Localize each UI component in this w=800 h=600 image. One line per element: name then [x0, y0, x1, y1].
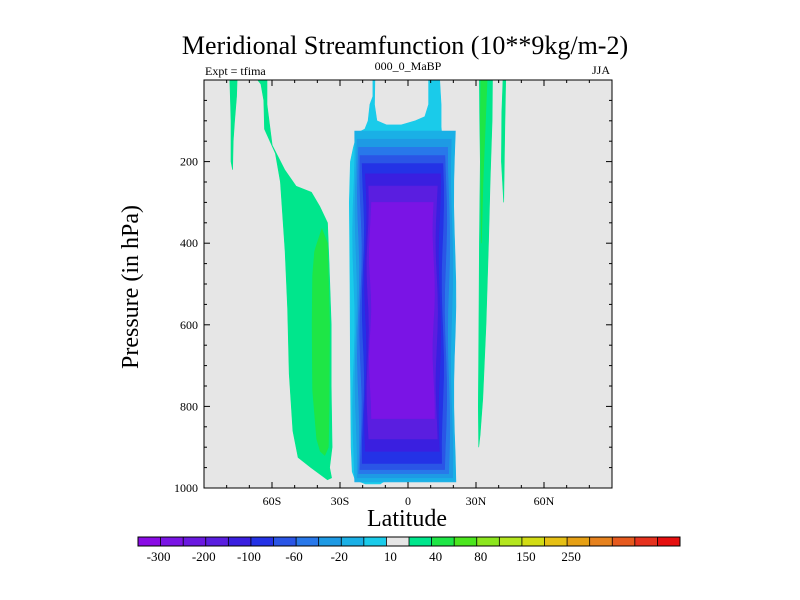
- colorbar-swatch: [589, 537, 613, 546]
- x-tick-label: 30S: [331, 494, 350, 508]
- x-axis-label: Latitude: [367, 506, 447, 532]
- colorbar-swatch: [454, 537, 478, 546]
- y-tick-label: 400: [180, 236, 198, 250]
- colorbar: -300 -200 -100 -60 -20 10 40 80 150 250: [137, 536, 681, 564]
- y-tick-label: 200: [180, 155, 198, 169]
- colorbar-label: -200: [192, 549, 216, 564]
- colorbar-label: -60: [285, 549, 302, 564]
- chart-title: Meridional Streamfunction (10**9kg/m-2): [182, 31, 628, 60]
- colorbar-swatch: [634, 537, 658, 546]
- colorbar-label: -300: [147, 549, 171, 564]
- x-tick-label: 30N: [466, 494, 487, 508]
- x-tick-label: 60S: [263, 494, 282, 508]
- y-tick-label: 600: [180, 318, 198, 332]
- y-axis-label: Pressure (in hPa): [118, 205, 144, 369]
- y-tick-label: 800: [180, 399, 198, 413]
- colorbar-swatch: [205, 537, 229, 546]
- colorbar-swatch: [386, 537, 410, 546]
- colorbar-swatch: [183, 537, 207, 546]
- colorbar-label: 80: [474, 549, 487, 564]
- colorbar-label: 40: [429, 549, 442, 564]
- colorbar-swatch: [476, 537, 500, 546]
- colorbar-swatch: [612, 537, 636, 546]
- y-axis: 200 400 600 800 1000: [174, 79, 612, 495]
- colorbar-swatch: [138, 537, 161, 546]
- y-tick-label: 1000: [174, 481, 198, 495]
- colorbar-swatch: [273, 537, 297, 546]
- colorbar-label: -100: [237, 549, 261, 564]
- contour-hadley-level--250: [368, 202, 435, 419]
- subtitle-center: 000_0_MaBP: [375, 59, 442, 73]
- colorbar-swatch: [544, 537, 568, 546]
- subtitle-right: JJA: [592, 63, 610, 77]
- contour-inner-midlat-cell: [311, 228, 330, 456]
- colorbar-swatch: [250, 537, 274, 546]
- colorbar-swatch: [409, 537, 432, 546]
- colorbar-label: 10: [384, 549, 397, 564]
- x-tick-label: 60N: [534, 494, 555, 508]
- colorbar-label: 150: [516, 549, 536, 564]
- colorbar-label: 250: [561, 549, 581, 564]
- colorbar-swatch: [431, 537, 455, 546]
- colorbar-swatch: [521, 537, 545, 546]
- x-tick-label: 0: [405, 494, 411, 508]
- contour-sh-small-cell: [229, 79, 238, 170]
- colorbar-swatch: [363, 537, 387, 546]
- colorbar-swatch: [228, 537, 252, 546]
- colorbar-swatch: [341, 537, 365, 546]
- colorbar-swatch: [160, 537, 184, 546]
- colorbar-frame: [137, 536, 681, 547]
- colorbar-label: -20: [331, 549, 348, 564]
- colorbar-swatch: [296, 537, 319, 546]
- subtitle-left: Expt = tfima: [205, 64, 266, 78]
- colorbar-swatch: [657, 537, 681, 546]
- contour-regions: [229, 79, 507, 485]
- colorbar-swatch: [499, 537, 523, 546]
- colorbar-swatch: [318, 537, 342, 546]
- contour-nh-inner-strip: [479, 79, 488, 244]
- colorbar-swatch: [567, 537, 590, 546]
- x-axis: 60S 30S 0 30N 60N: [203, 80, 613, 508]
